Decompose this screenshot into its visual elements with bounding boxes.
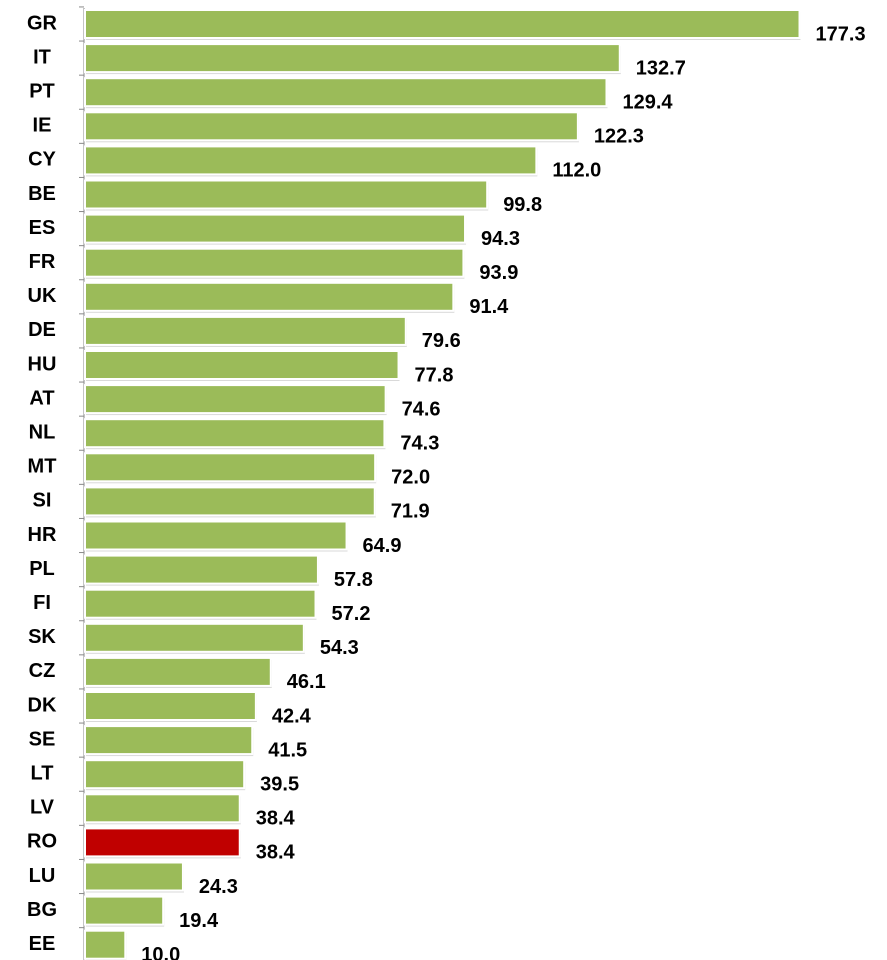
bar [84,213,467,244]
bar [84,350,400,380]
value-label: 129.4 [622,91,673,113]
y-tick-label: NL [29,421,56,443]
value-label: 54.3 [320,637,359,659]
value-label: 122.3 [594,126,644,148]
bar [84,895,165,926]
bar [84,384,387,415]
bar [84,861,184,892]
value-label: 41.5 [268,739,307,761]
bar [84,43,621,74]
value-label: 112.0 [552,160,601,182]
bar [84,929,127,960]
bar [84,759,246,790]
bar [84,827,241,858]
value-label: 74.6 [402,398,441,420]
value-label: 38.4 [256,842,296,864]
value-label: 74.3 [400,432,439,454]
y-tick-label: CY [28,149,56,171]
y-tick-label: DK [28,694,57,716]
value-label: 77.8 [415,364,454,386]
y-tick-label: UK [28,285,57,307]
bar [84,656,272,687]
y-tick-label: IT [33,46,51,68]
y-tick-label: AT [29,387,54,409]
bar [84,418,386,449]
value-label: 91.4 [469,296,509,318]
bar [84,486,376,517]
y-tick-label: FR [29,251,56,273]
y-tick-label: MT [28,456,57,478]
bar [84,111,579,142]
value-label: 94.3 [481,228,520,250]
value-label: 72.0 [391,467,430,489]
value-label: 38.4 [256,808,296,830]
y-tick-label: HU [28,353,57,375]
bar [84,588,317,619]
y-tick-label: HR [28,524,57,546]
bar [84,725,254,756]
y-tick-label: IE [33,115,52,137]
y-tick-label: ES [29,217,56,239]
bar [84,247,465,278]
bar [84,145,538,176]
y-tick-label: GR [27,12,58,34]
y-tick-label: RO [27,831,57,853]
bar [84,9,801,39]
bar [84,315,407,346]
y-tick-label: LV [30,797,55,819]
y-tick-label: CZ [29,660,56,682]
value-label: 19.4 [179,910,219,932]
y-tick-label: PL [29,558,55,580]
bar [84,179,489,210]
value-label: 79.6 [422,330,461,352]
bar [84,622,305,653]
y-tick-label: LT [31,762,54,784]
y-tick-label: BE [28,183,56,205]
bar [84,77,608,108]
bar [84,554,319,585]
y-tick-label: SK [28,626,56,648]
y-tick-label: DE [28,319,56,341]
bar [84,281,455,312]
value-label: 71.9 [391,501,430,523]
value-label: 132.7 [636,57,686,79]
value-label: 57.8 [334,569,373,591]
y-tick-label: SE [29,728,56,750]
bar [84,691,257,721]
value-label: 24.3 [199,876,238,898]
value-label: 10.0 [141,944,180,960]
value-label: 42.4 [272,705,312,727]
value-label: 64.9 [363,535,402,557]
y-tick-label: PT [29,80,55,102]
value-label: 46.1 [287,671,326,693]
y-tick-label: EE [29,933,56,955]
y-tick-label: SI [33,490,52,512]
bar [84,793,241,824]
bar [84,520,348,551]
value-label: 177.3 [816,23,866,45]
y-tick-label: LU [29,865,56,887]
y-tick-label: BG [27,899,57,921]
y-tick-label: FI [33,592,51,614]
value-label: 57.2 [332,603,371,625]
value-label: 93.9 [479,262,518,284]
value-label: 99.8 [503,194,542,216]
value-label: 39.5 [260,773,299,795]
bar [84,452,377,483]
